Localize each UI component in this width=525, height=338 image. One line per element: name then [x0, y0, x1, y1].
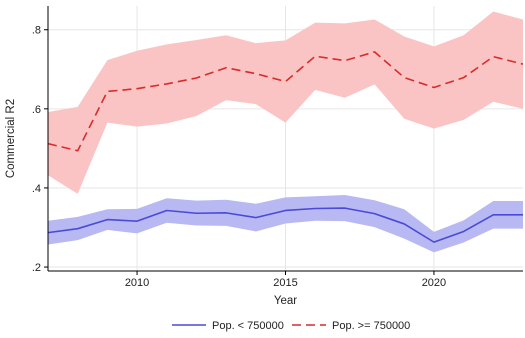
legend-label-1: Pop. >= 750000	[332, 320, 410, 332]
x-ticks: 2010 2015 2020	[125, 271, 446, 289]
y-tick-label-2: .6	[32, 104, 41, 116]
legend: Pop. < 750000 Pop. >= 750000	[172, 320, 410, 332]
y-axis-title: Commercial R2	[5, 99, 17, 178]
axes: 2010 2015 2020 .2 .4 .6 .8	[32, 6, 523, 289]
confidence-bands	[48, 11, 523, 253]
x-tick-label-1: 2015	[273, 277, 297, 289]
x-axis-title: Year	[274, 295, 297, 307]
x-tick-label-2: 2020	[422, 277, 446, 289]
y-tick-label-0: .2	[32, 262, 41, 274]
x-tick-label-0: 2010	[125, 277, 149, 289]
y-tick-label-1: .4	[32, 183, 41, 195]
series-lines	[47, 51, 524, 243]
series-line-0	[47, 207, 523, 243]
legend-label-0: Pop. < 750000	[212, 320, 284, 332]
series-line-1	[47, 51, 524, 152]
ci-band-series-1	[48, 11, 523, 194]
y-tick-label-3: .8	[32, 25, 41, 37]
ci-band-series-0	[48, 195, 523, 253]
y-ticks: .2 .4 .6 .8	[32, 25, 48, 274]
